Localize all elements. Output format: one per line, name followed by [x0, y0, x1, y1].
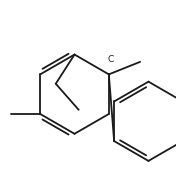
- Text: C: C: [108, 55, 114, 64]
